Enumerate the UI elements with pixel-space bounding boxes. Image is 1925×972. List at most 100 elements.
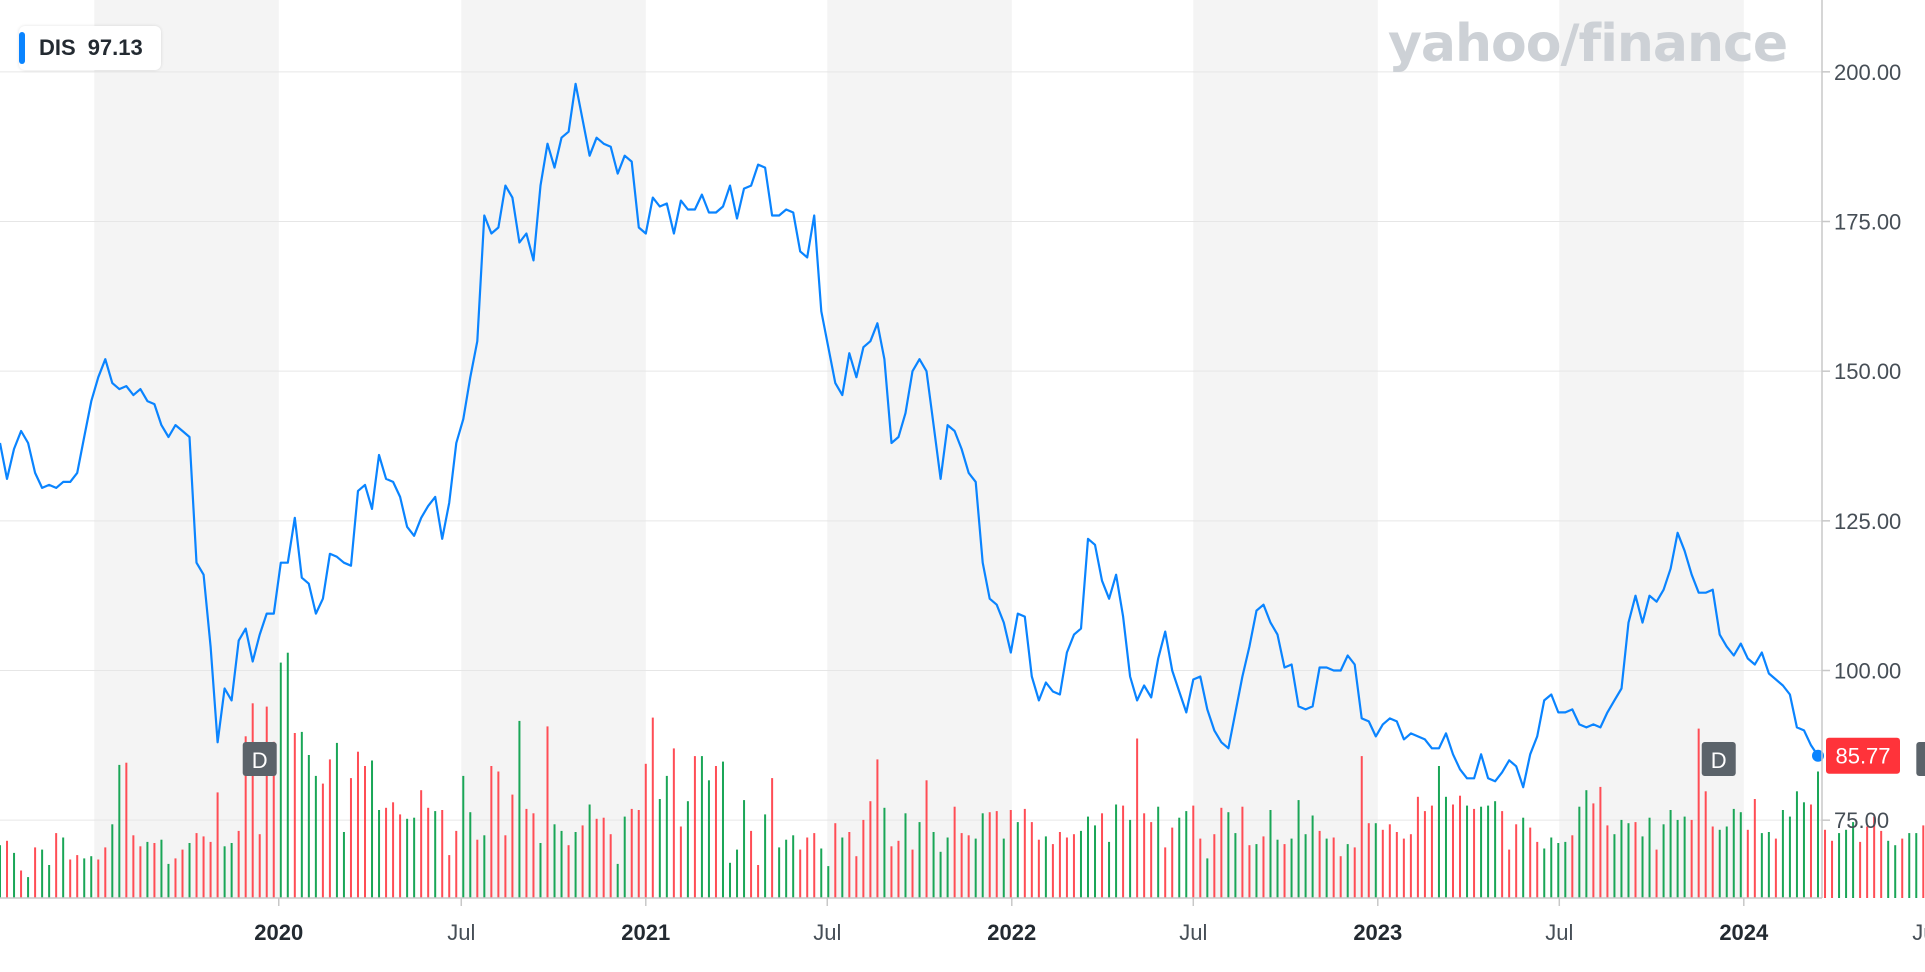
dividend-badge [1916,742,1925,776]
volume-bar [1557,843,1560,898]
volume-bar [918,822,921,898]
volume-bar [1108,841,1111,898]
volume-bar [20,870,23,898]
volume-bar [1409,834,1412,898]
volume-bar [764,814,767,898]
volume-bar [988,812,991,898]
volume-bar [1817,771,1819,898]
volume-bar [862,819,865,898]
volume-bar [1143,813,1146,898]
volume-bar [230,843,233,898]
volume-bar [1515,824,1518,898]
volume-bar [778,847,781,898]
volume-bar [1802,802,1805,898]
volume-bar [1753,799,1756,898]
volume-bar [1332,837,1335,898]
volume-bar [1655,849,1658,898]
volume-bar [714,766,717,898]
volume-bar [1072,834,1075,898]
volume-bar [251,703,254,898]
volume-bar [139,846,142,898]
y-tick-label: 100.00 [1834,659,1901,684]
x-tick-label: Jul [447,920,475,945]
volume-bar [244,736,247,898]
volume-bar [1480,806,1483,898]
volume-bar [869,801,872,898]
volume-bar [76,855,79,898]
volume-bar [413,817,416,898]
x-tick-label: 2023 [1353,920,1402,945]
volume-bar [1023,808,1026,898]
dividend-marker[interactable]: D [1916,742,1925,776]
volume-bar [1150,822,1153,898]
volume-bar [272,741,275,898]
ticker-value: 97.13 [87,35,143,60]
volume-bar [1037,839,1040,898]
time-band [1193,0,1378,898]
volume-bar [1290,838,1293,898]
volume-bar [574,832,577,898]
volume-bar [1473,808,1476,898]
volume-bar [820,848,823,898]
last-price-badge [1826,737,1900,774]
volume-bar [1283,844,1286,898]
volume-bar [1044,836,1047,898]
volume-bar [1388,824,1391,898]
volume-bar [532,813,535,898]
volume-bar [1234,833,1237,898]
volume-bar [925,780,928,898]
series-color-swatch [19,32,25,64]
volume-bar [83,858,86,898]
volume-bar [153,843,156,898]
volume-bar [392,802,395,898]
volume-bar [1086,816,1089,898]
volume-bar [897,840,900,898]
volume-bar [1157,806,1160,898]
volume-bar [1430,805,1433,898]
x-tick-label: 2020 [254,920,303,945]
volume-bar [855,856,858,898]
volume-bar [609,834,612,898]
x-axis-labels: 2020 Jul 2021 Jul 2022 Jul 2023 Jul 2024 Jul [254,898,1925,945]
volume-bar [1922,825,1925,898]
volume-bar [356,751,359,898]
volume-bar [504,835,507,898]
volume-bar [1276,839,1279,898]
volume-bar [286,652,289,898]
volume-bar [637,810,640,898]
volume-bar [813,833,816,898]
volume-bar [1437,766,1440,898]
volume-bar [1824,829,1827,898]
volume-bar [750,830,753,898]
dividend-label: D [1711,748,1727,773]
volume-bar [1402,838,1405,898]
volume-bar [827,866,830,898]
volume-bar [792,835,795,898]
volume-bar [1732,808,1735,898]
dividend-badge [1701,742,1736,776]
volume-bar [665,775,668,898]
ticker-legend[interactable]: DIS 97.13 [19,26,161,70]
volume-bar [476,839,479,898]
volume-bar [1760,833,1763,898]
volume-bar [729,862,732,898]
volume-bar [736,849,739,898]
dividend-label: D [252,748,268,773]
volume-bar [553,824,556,898]
volume-bar [1002,838,1005,898]
dividend-marker[interactable]: D [1701,742,1736,776]
volume-bar [223,846,226,898]
volume-bars [0,652,1925,898]
volume-bar [1550,837,1553,898]
last-point-dot [1812,749,1824,762]
volume-bar [132,835,135,898]
dividend-marker[interactable]: D [242,742,277,776]
x-tick-label: Jul [1179,920,1207,945]
volume-bar [349,778,352,898]
volume-bar [1774,838,1777,898]
volume-bar [455,830,458,898]
volume-bar [1627,823,1630,898]
volume-bar [953,806,956,898]
volume-bar [1255,844,1258,898]
